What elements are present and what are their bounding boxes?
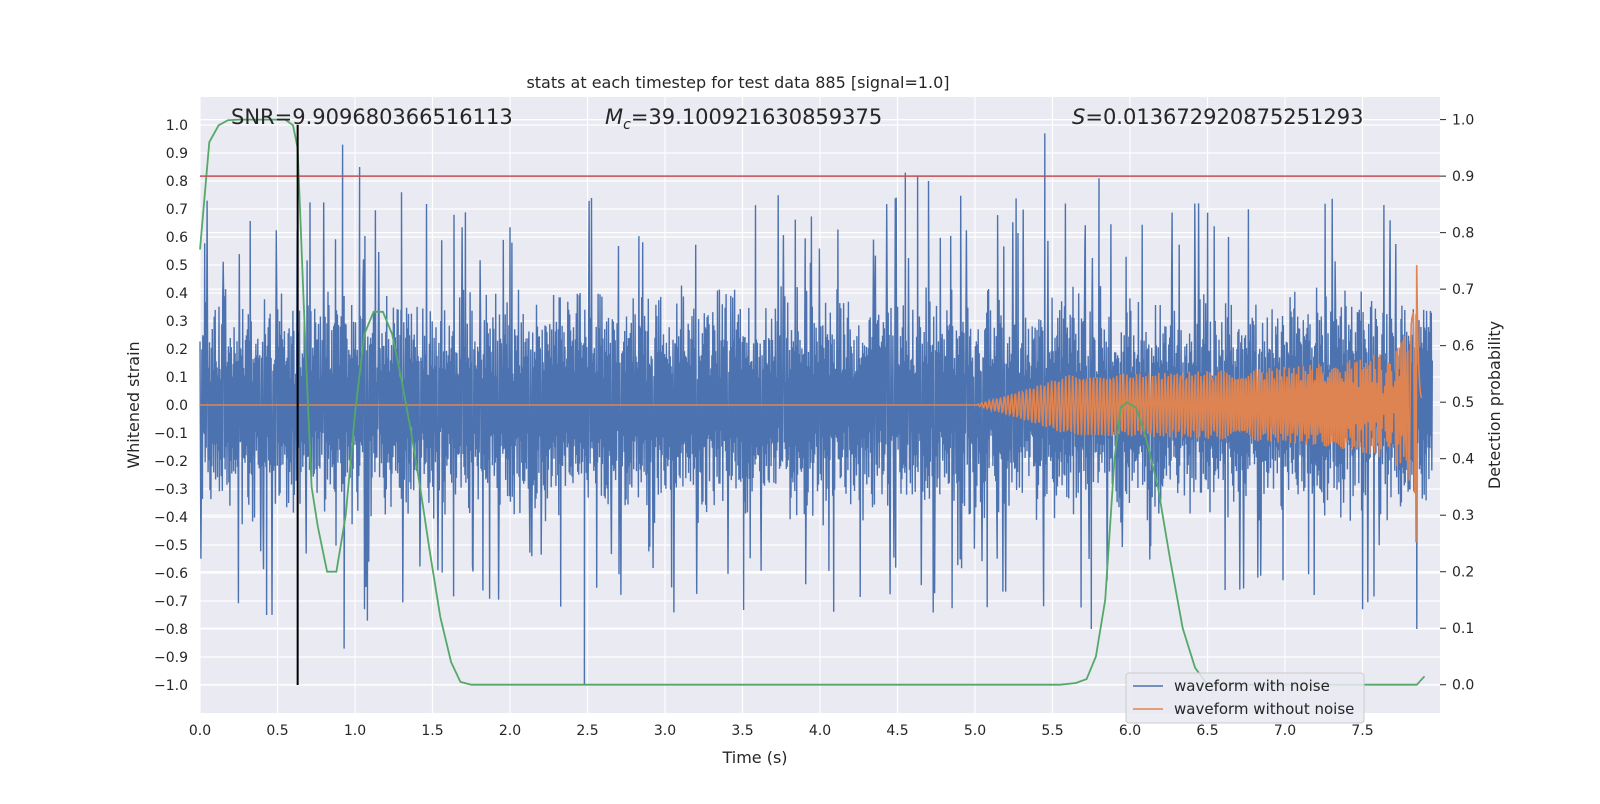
- x-tick-label: 3.0: [654, 723, 676, 739]
- annotation-chirp-mass: Mc=39.100921630859375: [605, 105, 882, 133]
- annotation-s-symbol: S: [1072, 105, 1085, 129]
- y-right-tick-label: 0.5: [1452, 395, 1474, 411]
- chart-title: stats at each timestep for test data 885…: [526, 73, 949, 92]
- y-tick-label: 1.0: [166, 118, 188, 134]
- y-right-tick-label: 0.4: [1452, 452, 1474, 468]
- y-tick-label: 0.9: [166, 146, 188, 162]
- reference-lines: [200, 125, 1440, 685]
- x-tick-label: 7.5: [1351, 723, 1373, 739]
- y-tick-label: 0.2: [166, 342, 188, 358]
- x-tick-label: 2.5: [576, 723, 598, 739]
- y-tick-label: −0.7: [154, 594, 188, 610]
- x-tick-label: 6.5: [1196, 723, 1218, 739]
- x-tick-label: 5.5: [1041, 723, 1063, 739]
- y-tick-label: −1.0: [154, 678, 188, 694]
- x-tick-label: 6.0: [1119, 723, 1141, 739]
- line-detection-probability: [199, 118, 1426, 686]
- annotation-mc-subscript: c: [623, 117, 631, 133]
- x-axis-label: Time (s): [721, 748, 787, 767]
- y-right-tick-label: 0.1: [1452, 621, 1474, 637]
- x-tick-label: 3.5: [731, 723, 753, 739]
- y-right-tick-label: 0.7: [1452, 282, 1474, 298]
- y-right-tick-label: 0.6: [1452, 339, 1474, 355]
- y-right-axis-ticks: 1.0 0.9 0.8 0.7 0.6 0.5 0.4 0.3 0.2 0.1 0.0: [1440, 113, 1474, 694]
- y-tick-label: −0.3: [154, 482, 188, 498]
- y-right-tick-label: 0.9: [1452, 169, 1474, 185]
- annotation-mc-value: =39.100921630859375: [631, 105, 882, 129]
- y-tick-label: −0.6: [154, 566, 188, 582]
- y-tick-label: −0.2: [154, 454, 188, 470]
- legend-box: [1125, 672, 1365, 724]
- y-right-tick-label: 0.0: [1452, 678, 1474, 694]
- x-tick-label: 0.5: [266, 723, 288, 739]
- y-right-axis-label: Detection probability: [1485, 321, 1504, 489]
- series-detection-probability: [199, 118, 1426, 686]
- y-tick-label: 0.5: [166, 258, 188, 274]
- y-tick-label: 0.3: [166, 314, 188, 330]
- y-right-tick-label: 0.3: [1452, 508, 1474, 524]
- x-tick-label: 5.0: [964, 723, 986, 739]
- y-tick-label: −0.5: [154, 538, 188, 554]
- y-tick-label: 0.0: [166, 398, 188, 414]
- line-waveform-without-noise: [200, 265, 1423, 543]
- y-tick-label: 0.7: [166, 202, 188, 218]
- x-tick-label: 2.0: [499, 723, 521, 739]
- y-tick-label: −0.9: [154, 650, 188, 666]
- x-tick-label: 1.0: [344, 723, 366, 739]
- annotation-s: S=0.013672920875251293: [1072, 105, 1363, 129]
- x-tick-label: 4.5: [886, 723, 908, 739]
- y-tick-label: 0.6: [166, 230, 188, 246]
- series-waveform-without-noise: [200, 265, 1423, 543]
- legend: waveform with noise waveform without noi…: [1125, 672, 1365, 724]
- annotation-mc-symbol: M: [605, 105, 623, 129]
- y-axis-label: Whitened strain: [124, 341, 143, 468]
- y-tick-label: 0.4: [166, 286, 188, 302]
- x-tick-label: 7.0: [1274, 723, 1296, 739]
- y-tick-label: −0.8: [154, 622, 188, 638]
- y-right-tick-label: 1.0: [1452, 113, 1474, 129]
- x-axis-ticks: 0.0 0.5 1.0 1.5 2.0 2.5 3.0 3.5 4.0 4.5 5.0 5.5 6.0 6…: [189, 723, 1374, 739]
- y-tick-label: 0.1: [166, 370, 188, 386]
- legend-label-clean: waveform without noise: [1174, 700, 1354, 718]
- y-axis-ticks: 1.0 0.9 0.8 0.7 0.6 0.5 0.4 0.3 0.2 0.1 0.0 −0.1 −0.…: [154, 118, 188, 694]
- y-tick-label: −0.4: [154, 510, 188, 526]
- annotation-snr: SNR=9.909680366516113: [231, 105, 513, 129]
- x-tick-label: 4.0: [809, 723, 831, 739]
- y-right-tick-label: 0.2: [1452, 565, 1474, 581]
- y-tick-label: 0.8: [166, 174, 188, 190]
- annotation-s-value: =0.013672920875251293: [1085, 105, 1363, 129]
- x-tick-label: 1.5: [421, 723, 443, 739]
- y-tick-label: −0.1: [154, 426, 188, 442]
- legend-label-noise: waveform with noise: [1174, 677, 1330, 695]
- x-tick-label: 0.0: [189, 723, 211, 739]
- y-right-tick-label: 0.8: [1452, 226, 1474, 242]
